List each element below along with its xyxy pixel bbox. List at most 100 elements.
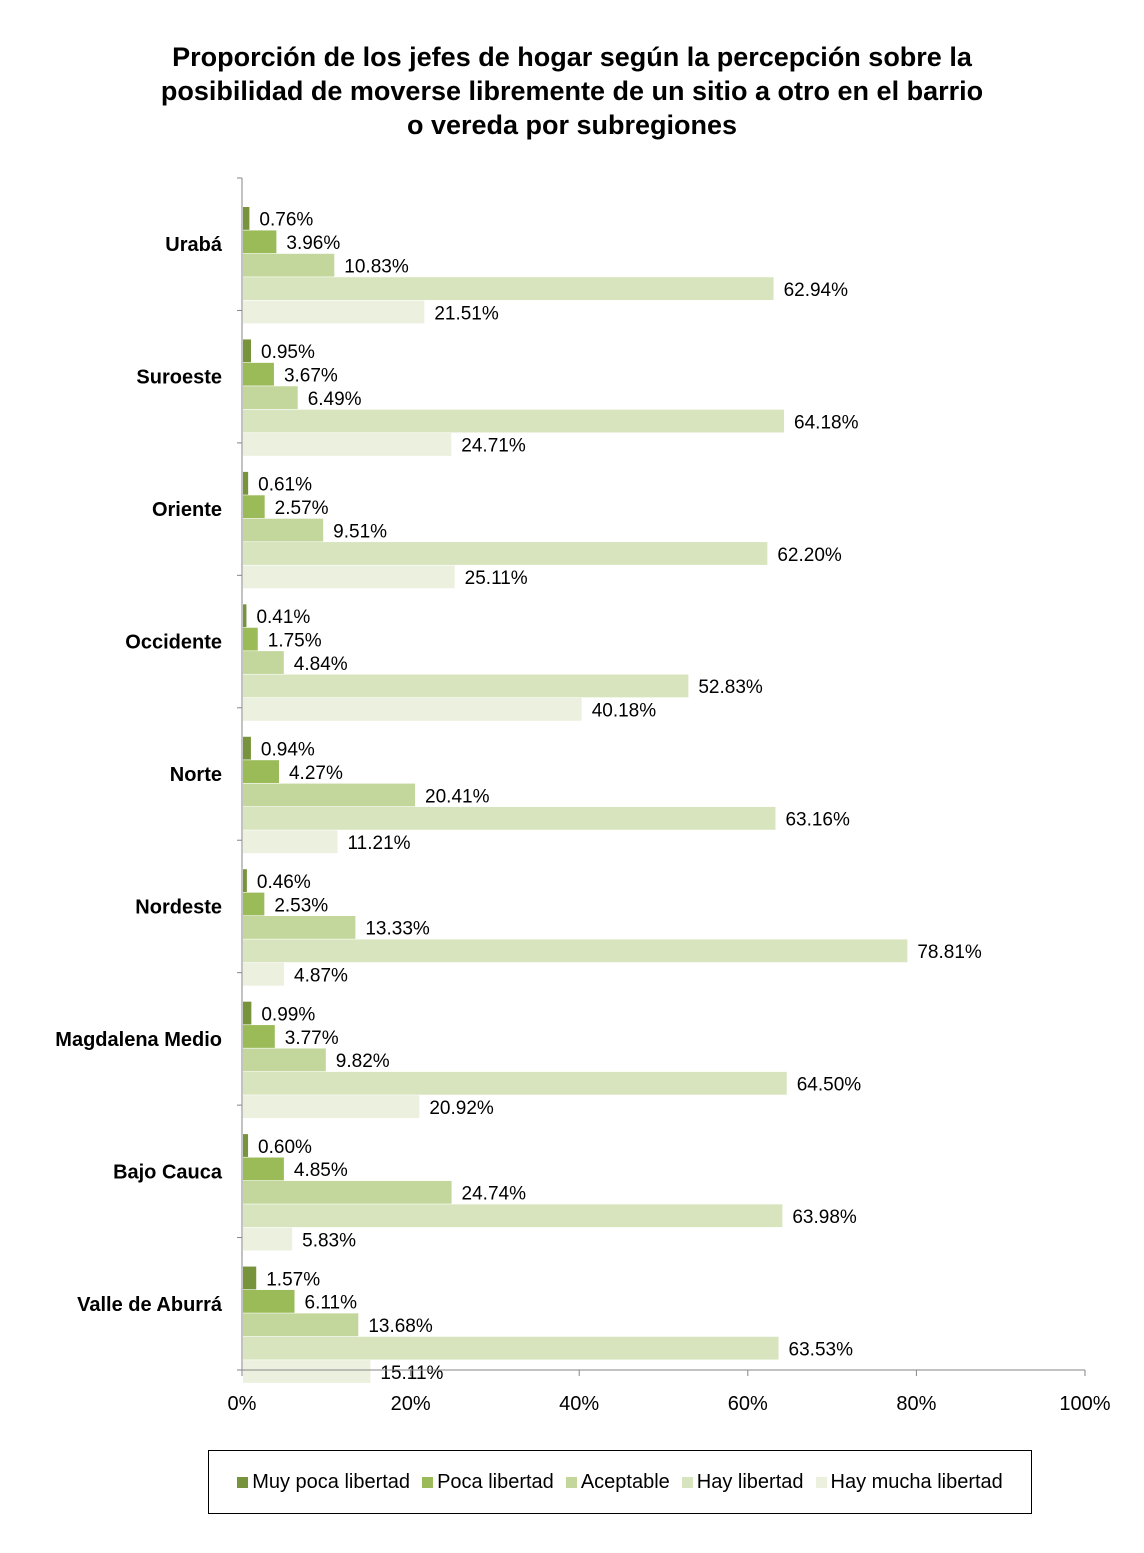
bar [243, 1180, 452, 1204]
data-label: 1.57% [266, 1269, 320, 1290]
data-label: 11.21% [348, 833, 411, 854]
bar [243, 1266, 257, 1290]
bar [243, 433, 452, 456]
bar [243, 674, 689, 698]
data-label: 40.18% [592, 701, 657, 722]
bar [243, 495, 265, 519]
bar [243, 760, 279, 783]
bar [243, 1134, 249, 1157]
bar [243, 277, 774, 300]
bar [243, 253, 335, 277]
data-label: 0.46% [257, 872, 311, 893]
data-label: 0.61% [258, 475, 312, 496]
data-label: 78.81% [917, 942, 982, 963]
chart-title-line-3: o vereda por subregiones [406, 110, 738, 140]
data-label: 2.53% [274, 895, 328, 916]
legend-label: Aceptable [580, 1470, 670, 1493]
data-label: 0.76% [259, 210, 313, 231]
data-label: 4.27% [289, 763, 343, 784]
data-label: 63.53% [789, 1339, 854, 1360]
bar [243, 1071, 787, 1095]
category-label: Magdalena Medio [55, 1029, 222, 1051]
legend-label: Muy poca libertad [252, 1470, 411, 1493]
bar [243, 518, 324, 542]
bar [243, 230, 277, 254]
bar [243, 651, 284, 674]
category-label: Occidente [125, 632, 222, 654]
legend-item: Poca libertad [422, 1471, 554, 1494]
data-label: 62.94% [784, 280, 849, 301]
x-tick-label: 100% [1059, 1393, 1110, 1415]
data-label: 1.75% [268, 630, 322, 651]
bar [243, 1313, 359, 1337]
bar [243, 783, 416, 807]
data-label: 64.18% [794, 412, 859, 433]
bar [243, 736, 251, 760]
bar [243, 207, 250, 230]
bar [243, 1095, 420, 1119]
data-label: 5.83% [302, 1230, 356, 1251]
x-tick-label: 40% [559, 1393, 599, 1415]
bar [243, 1289, 295, 1313]
bar [243, 1157, 284, 1181]
data-label: 4.87% [294, 966, 348, 987]
x-tick-label: 60% [728, 1393, 768, 1415]
data-label: 15.11% [380, 1363, 443, 1384]
legend-item: Hay libertad [681, 1470, 804, 1494]
bar [243, 627, 258, 651]
legend-item: Hay mucha libertad [815, 1470, 1003, 1494]
legend-swatch [237, 1476, 249, 1488]
data-label: 2.57% [275, 498, 329, 519]
data-label: 62.20% [777, 545, 842, 566]
bar [243, 542, 768, 565]
data-label: 3.67% [284, 366, 338, 387]
data-label: 4.85% [294, 1160, 348, 1181]
category-label: Suroeste [136, 367, 222, 389]
bar [243, 1001, 252, 1025]
data-label: 4.84% [294, 654, 348, 675]
data-label: 6.11% [305, 1293, 358, 1314]
bar [243, 1336, 779, 1360]
legend-item: Muy poca libertad [237, 1471, 410, 1494]
data-label: 0.41% [256, 607, 310, 628]
legend-label: Hay libertad [696, 1470, 804, 1493]
x-tick-label: 80% [896, 1393, 936, 1415]
chart-legend: Muy poca libertad Poca libertad Aceptable H… [208, 1450, 1032, 1514]
data-label: 3.96% [286, 233, 340, 254]
data-label: 0.95% [261, 342, 315, 363]
category-label: Oriente [152, 499, 222, 521]
category-label: Valle de Aburrá [77, 1294, 223, 1316]
legend-label: Poca libertad [437, 1470, 554, 1493]
bar [243, 339, 252, 363]
category-label: Norte [170, 764, 222, 786]
data-label: 24.74% [462, 1184, 527, 1205]
data-label: 52.83% [698, 677, 763, 698]
bar [243, 604, 247, 628]
bar [243, 916, 356, 939]
legend-swatch [422, 1476, 434, 1488]
bar [243, 869, 247, 893]
legend-item: Aceptable [565, 1470, 670, 1494]
bar [243, 362, 274, 386]
data-label: 9.82% [336, 1051, 390, 1072]
data-label: 24.71% [461, 436, 526, 457]
data-label: 13.68% [368, 1316, 433, 1337]
bar [243, 962, 285, 986]
data-label: 0.94% [261, 739, 315, 760]
data-label: 0.60% [258, 1137, 312, 1158]
bar [243, 830, 338, 854]
data-label: 63.98% [792, 1207, 857, 1228]
category-label: Urabá [165, 234, 223, 256]
bar [243, 697, 582, 721]
bar [243, 1048, 326, 1072]
bar [243, 386, 298, 410]
chart-title-line-2: posibilidad de moverse libremente de un … [160, 76, 984, 106]
legend-label: Hay mucha libertad [830, 1470, 1003, 1493]
data-label: 13.33% [365, 919, 430, 940]
bar-chart: 0.76%3.96%10.83% 62.94% 21.51% Urabá 0.95% 3.… [55, 177, 1111, 1415]
data-label: 63.16% [785, 810, 850, 831]
bar [243, 892, 265, 916]
legend-swatch [681, 1476, 693, 1488]
data-label: 21.51% [434, 303, 499, 324]
data-label: 6.49% [308, 389, 362, 410]
